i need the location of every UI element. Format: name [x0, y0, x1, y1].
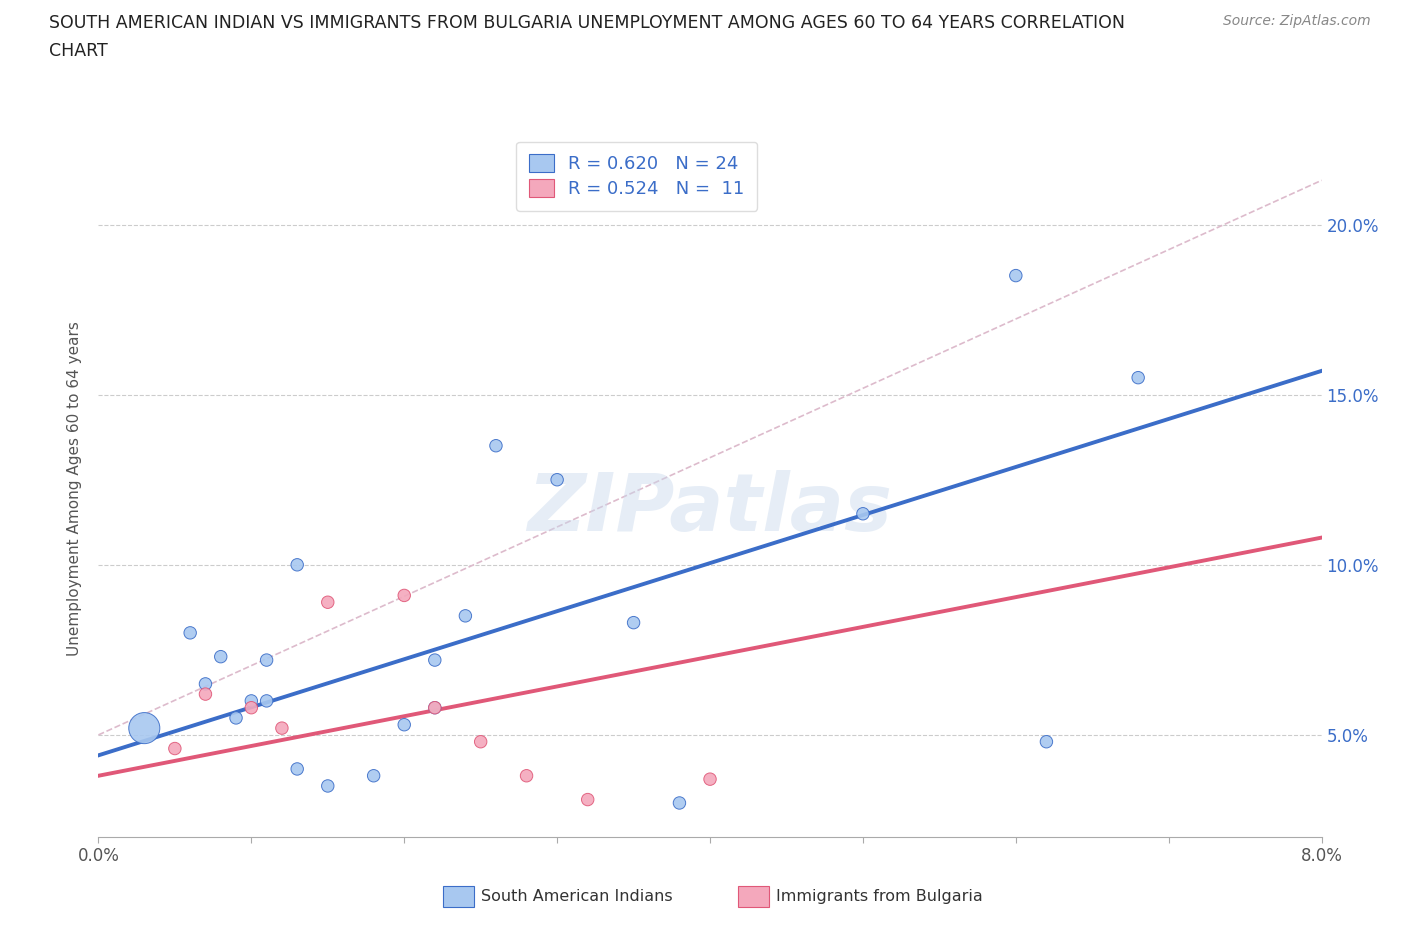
Point [316, 778, 339, 793]
Text: South American Indians: South American Indians [481, 889, 672, 904]
Point [285, 762, 308, 777]
Point [1128, 370, 1150, 385]
Text: SOUTH AMERICAN INDIAN VS IMMIGRANTS FROM BULGARIA UNEMPLOYMENT AMONG AGES 60 TO : SOUTH AMERICAN INDIAN VS IMMIGRANTS FROM… [49, 14, 1125, 32]
Point [1035, 735, 1057, 750]
Point [316, 595, 339, 610]
Point [485, 438, 508, 453]
Point [668, 795, 690, 810]
Legend: R = 0.620   N = 24, R = 0.524   N =  11: R = 0.620 N = 24, R = 0.524 N = 11 [516, 141, 758, 211]
Point [134, 721, 156, 736]
Point [179, 625, 201, 640]
Point [576, 792, 599, 807]
Point [392, 588, 416, 603]
Point [623, 616, 645, 631]
Text: CHART: CHART [49, 42, 108, 60]
Point [470, 735, 492, 750]
Point [392, 717, 416, 732]
Point [194, 676, 217, 691]
Text: Immigrants from Bulgaria: Immigrants from Bulgaria [776, 889, 983, 904]
Point [209, 649, 232, 664]
Y-axis label: Unemployment Among Ages 60 to 64 years: Unemployment Among Ages 60 to 64 years [67, 321, 83, 656]
Text: Source: ZipAtlas.com: Source: ZipAtlas.com [1223, 14, 1371, 28]
Point [240, 700, 263, 715]
Point [454, 608, 477, 623]
Point [516, 768, 538, 783]
Point [256, 694, 278, 709]
Point [546, 472, 568, 487]
Point [163, 741, 186, 756]
Point [285, 557, 308, 572]
Point [1004, 268, 1026, 283]
Point [699, 772, 721, 787]
Point [423, 700, 446, 715]
Point [852, 506, 875, 521]
Point [270, 721, 294, 736]
Point [194, 686, 217, 701]
Point [225, 711, 247, 725]
Point [423, 700, 446, 715]
Point [240, 694, 263, 709]
Point [423, 653, 446, 668]
Point [363, 768, 385, 783]
Point [256, 653, 278, 668]
Text: ZIPatlas: ZIPatlas [527, 471, 893, 548]
